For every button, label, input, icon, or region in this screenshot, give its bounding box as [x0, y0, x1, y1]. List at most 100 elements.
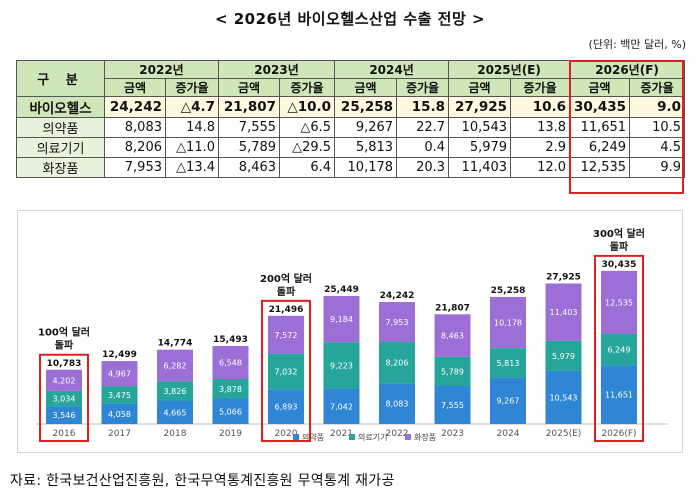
bar-total-label: 12,499 — [102, 350, 137, 360]
x-tick-label: 2019 — [219, 429, 242, 439]
table-cell: 5,813 — [334, 137, 398, 158]
table-cell: 7,555 — [218, 117, 281, 138]
bar-segment — [434, 356, 471, 386]
segment-value-label: 11,403 — [550, 308, 578, 317]
segment-value-label: 8,083 — [386, 400, 409, 409]
x-tick-label: 2024 — [497, 429, 520, 439]
segment-value-label: 8,206 — [386, 359, 409, 368]
table-cell: 30,435 — [569, 96, 631, 118]
bar-total-label: 21,807 — [435, 303, 470, 313]
year-header: 2023년 — [218, 60, 336, 79]
source-note: 자료: 한국보건산업진흥원, 한국무역통계진흥원 무역통계 재가공 — [10, 473, 395, 489]
table-row-medical-device: 의료기기 8,206 △11.0 5,789 △29.5 5,813 0.4 5… — [16, 137, 686, 158]
table-cell: 10,543 — [448, 117, 512, 138]
bar-segment — [490, 348, 526, 378]
table-cell: 20.3 — [396, 157, 450, 178]
table-cell: 10,178 — [334, 157, 398, 178]
x-tick-label: 2025(E) — [546, 429, 582, 439]
bar-segment — [323, 342, 360, 389]
bar-segment — [157, 349, 193, 382]
amount-header: 금액 — [218, 78, 281, 97]
bar-segment — [545, 340, 582, 371]
year-header: 2024년 — [334, 60, 450, 79]
legend-swatch — [293, 434, 299, 440]
bar-segment — [379, 342, 415, 384]
segment-value-label: 6,282 — [164, 361, 187, 370]
bar-segment — [101, 361, 138, 387]
milestone-label: 돌파 — [55, 339, 74, 352]
segment-value-label: 6,548 — [219, 359, 242, 368]
highlight-frame — [261, 299, 311, 442]
bar-total-label: 25,258 — [491, 286, 526, 296]
segment-value-label: 7,042 — [330, 402, 353, 411]
page-title: < 2026년 바이오헬스산업 수출 전망 > — [214, 10, 486, 28]
bar-segment — [490, 377, 526, 424]
growth-header: 증가율 — [629, 78, 686, 97]
table-cell: 10.6 — [510, 96, 571, 118]
table-cell: △4.7 — [164, 96, 220, 118]
bar-segment — [545, 370, 582, 424]
bar-segment — [323, 388, 360, 424]
growth-header: 증가율 — [396, 78, 450, 97]
legend-label: 의료기기 — [358, 432, 387, 442]
segment-value-label: 5,066 — [219, 407, 242, 416]
segment-value-label: 8,463 — [441, 332, 464, 341]
table-cell: 7,953 — [104, 157, 166, 178]
table-cell: 24,242 — [104, 96, 166, 118]
segment-value-label: 6,249 — [608, 346, 631, 355]
bar-total-label: 27,925 — [546, 273, 581, 283]
table-cell: 13.8 — [510, 117, 571, 138]
bar-segment — [157, 400, 193, 424]
x-tick-label: 2021 — [330, 429, 353, 439]
table-cell: 25,258 — [334, 96, 398, 118]
bar-segment — [601, 333, 637, 366]
bar-segment — [212, 346, 249, 380]
table-row-cosmetics: 화장품 7,953 △13.4 8,463 6.4 10,178 20.3 11… — [16, 157, 686, 178]
bar-total-label: 10,783 — [47, 359, 82, 369]
bar-segment — [601, 270, 637, 334]
segment-value-label: 5,789 — [441, 367, 464, 376]
table-cell: 6.4 — [279, 157, 336, 178]
bar-segment — [101, 403, 138, 424]
bar-segment — [323, 295, 360, 343]
table-corner-header: 구 분 — [16, 60, 105, 97]
segment-value-label: 3,546 — [53, 411, 76, 420]
growth-header: 증가율 — [164, 78, 220, 97]
bar-total-label: 21,496 — [269, 305, 304, 315]
bar-segment — [212, 379, 249, 399]
segment-value-label: 9,184 — [330, 315, 353, 324]
table-cell: 9.0 — [629, 96, 686, 118]
segment-value-label: 6,893 — [275, 403, 298, 412]
segment-value-label: 10,178 — [494, 319, 522, 328]
table-cell: 11,403 — [448, 157, 512, 178]
segment-value-label: 3,034 — [53, 395, 76, 404]
table-cell: △11.0 — [164, 137, 220, 158]
legend-swatch — [405, 434, 411, 440]
table-cell: 10.5 — [629, 117, 686, 138]
table-cell: 22.7 — [396, 117, 450, 138]
x-tick-label: 2020 — [275, 429, 298, 439]
amount-header: 금액 — [448, 78, 512, 97]
table-cell: 8,083 — [104, 117, 166, 138]
bar-segment — [46, 390, 82, 407]
bar-segment — [490, 296, 526, 349]
table-cell: △6.5 — [279, 117, 336, 138]
x-tick-label: 2016 — [53, 429, 76, 439]
table-cell: 5,789 — [218, 137, 281, 158]
milestone-label: 200억 달러 — [260, 272, 312, 285]
segment-value-label: 12,535 — [605, 298, 633, 307]
table-cell: 11,651 — [569, 117, 631, 138]
growth-header: 증가율 — [279, 78, 336, 97]
table-cell: △29.5 — [279, 137, 336, 158]
segment-value-label: 7,953 — [386, 318, 409, 327]
bar-segment — [434, 314, 471, 357]
bar-segment — [379, 302, 415, 343]
bar-segment — [46, 369, 82, 391]
export-forecast-table: 구 분 2022년 2023년 2024년 2025년(E) 2026년(F) … — [16, 60, 686, 178]
x-tick-label: 2022 — [386, 429, 409, 439]
milestone-label: 100억 달러 — [38, 326, 90, 339]
segment-value-label: 9,267 — [497, 397, 520, 406]
row-label: 화장품 — [16, 157, 105, 178]
table-cell: 8,463 — [218, 157, 281, 178]
segment-value-label: 11,651 — [605, 391, 633, 400]
